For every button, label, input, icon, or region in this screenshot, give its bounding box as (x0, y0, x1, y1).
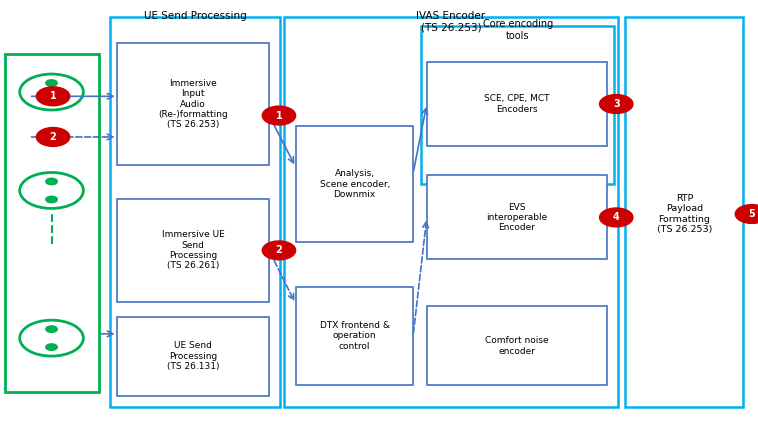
Bar (5, 54, 99, 392)
Circle shape (45, 344, 58, 351)
Text: Immersive
Input
Audio
(Re-)formatting
(TS 26.253): Immersive Input Audio (Re-)formatting (T… (158, 79, 228, 129)
Circle shape (600, 208, 633, 227)
Bar (117, 43, 269, 165)
Circle shape (45, 98, 58, 104)
Circle shape (600, 95, 633, 113)
Text: UE Send Processing: UE Send Processing (144, 11, 247, 21)
Bar (284, 17, 618, 407)
Text: Comfort noise
encoder: Comfort noise encoder (485, 336, 549, 356)
Circle shape (36, 87, 70, 106)
Text: SCE, CPE, MCT
Encoders: SCE, CPE, MCT Encoders (484, 94, 550, 114)
Text: 5: 5 (749, 209, 755, 219)
Bar (117, 317, 269, 396)
Text: 4: 4 (613, 212, 619, 223)
Bar (427, 306, 607, 385)
Text: Core encoding
tools: Core encoding tools (483, 19, 553, 41)
Text: DTX frontend &
operation
control: DTX frontend & operation control (320, 321, 390, 351)
Bar (296, 126, 413, 242)
Circle shape (45, 178, 58, 185)
Text: EVS
interoperable
Encoder: EVS interoperable Encoder (487, 202, 547, 232)
Circle shape (735, 205, 758, 223)
Circle shape (262, 241, 296, 260)
Bar (117, 199, 269, 302)
Text: UE Send
Processing
(TS 26.131): UE Send Processing (TS 26.131) (167, 341, 220, 371)
Text: RTP
Payload
Formatting
(TS 26.253): RTP Payload Formatting (TS 26.253) (656, 194, 713, 234)
Bar (427, 175, 607, 259)
Text: 1: 1 (50, 91, 56, 101)
Text: 2: 2 (50, 132, 56, 142)
Bar (296, 287, 413, 385)
Text: 1: 1 (276, 110, 282, 121)
Bar (427, 62, 607, 146)
Text: 3: 3 (613, 99, 619, 109)
Circle shape (45, 326, 58, 333)
Circle shape (262, 106, 296, 125)
Bar (625, 17, 743, 407)
Bar (421, 26, 614, 184)
Text: Immersive UE
Send
Processing
(TS 26.261): Immersive UE Send Processing (TS 26.261) (162, 230, 224, 270)
Bar (110, 17, 280, 407)
Text: Analysis,
Scene encoder,
Downmix: Analysis, Scene encoder, Downmix (320, 169, 390, 199)
Circle shape (45, 196, 58, 203)
Text: 2: 2 (276, 245, 282, 256)
Circle shape (45, 80, 58, 86)
Text: IVAS Encoder
(TS 26.253): IVAS Encoder (TS 26.253) (416, 11, 486, 32)
Circle shape (36, 128, 70, 146)
